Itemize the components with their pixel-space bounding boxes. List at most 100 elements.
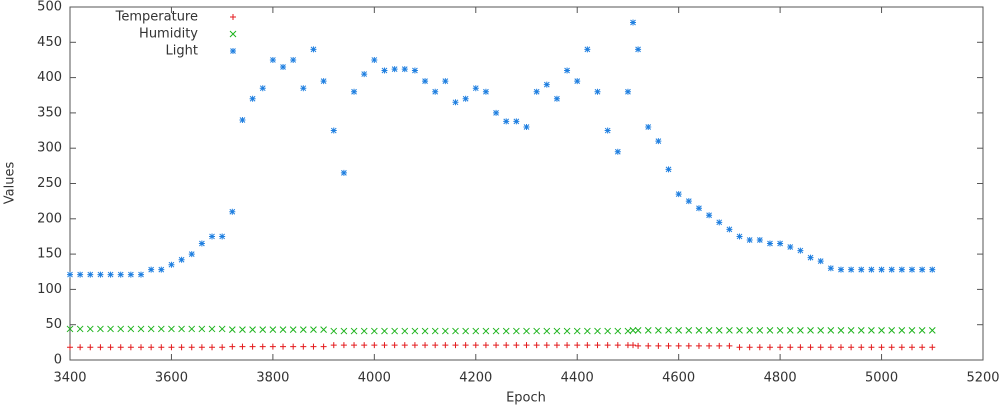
point bbox=[188, 325, 196, 333]
x-tick-label: 5000 bbox=[865, 371, 898, 386]
point bbox=[87, 271, 94, 278]
point bbox=[239, 326, 246, 333]
point bbox=[239, 116, 246, 123]
point bbox=[655, 326, 662, 334]
point bbox=[533, 327, 540, 335]
point bbox=[919, 344, 926, 351]
y-tick-label: 150 bbox=[37, 247, 62, 262]
point bbox=[635, 46, 642, 53]
point bbox=[371, 56, 378, 63]
point bbox=[493, 109, 500, 116]
point bbox=[807, 254, 814, 261]
point bbox=[898, 326, 906, 334]
point bbox=[157, 325, 165, 333]
point bbox=[431, 327, 439, 335]
x-tick-label: 5200 bbox=[966, 371, 999, 386]
point bbox=[837, 344, 844, 351]
point bbox=[543, 342, 550, 349]
point bbox=[432, 342, 439, 349]
point bbox=[482, 88, 489, 95]
point bbox=[280, 343, 287, 350]
point bbox=[351, 342, 358, 349]
point bbox=[493, 342, 500, 349]
point bbox=[66, 325, 74, 333]
point bbox=[665, 326, 672, 334]
point bbox=[705, 326, 713, 334]
point bbox=[340, 327, 348, 335]
point bbox=[279, 326, 287, 333]
point bbox=[878, 266, 885, 273]
point bbox=[249, 95, 256, 102]
point bbox=[452, 99, 459, 106]
point bbox=[503, 342, 510, 349]
point bbox=[624, 88, 631, 95]
point bbox=[776, 326, 784, 334]
point bbox=[726, 226, 733, 233]
point bbox=[289, 326, 297, 333]
point bbox=[198, 325, 206, 333]
point bbox=[837, 266, 844, 273]
point bbox=[655, 342, 662, 349]
point bbox=[158, 266, 165, 273]
point bbox=[584, 342, 591, 349]
point bbox=[685, 326, 693, 334]
point bbox=[675, 342, 682, 349]
point bbox=[401, 342, 408, 349]
point bbox=[168, 261, 175, 268]
point bbox=[219, 344, 226, 351]
y-tick-label: 250 bbox=[37, 176, 62, 191]
point bbox=[777, 240, 784, 247]
point bbox=[310, 46, 317, 53]
x-axis-label: Epoch bbox=[506, 391, 546, 406]
point bbox=[543, 81, 550, 88]
y-tick-label: 50 bbox=[45, 317, 62, 332]
point bbox=[178, 344, 185, 351]
point bbox=[553, 342, 560, 349]
point bbox=[736, 233, 743, 240]
point bbox=[665, 166, 672, 173]
point bbox=[269, 326, 277, 333]
point bbox=[766, 344, 773, 351]
point bbox=[502, 327, 510, 335]
point bbox=[604, 127, 611, 134]
point bbox=[715, 326, 723, 334]
point bbox=[350, 327, 358, 335]
point bbox=[320, 326, 327, 333]
point bbox=[695, 342, 702, 349]
point bbox=[127, 271, 134, 278]
point bbox=[574, 342, 581, 349]
point bbox=[178, 256, 185, 263]
point bbox=[421, 327, 429, 335]
point bbox=[310, 343, 317, 350]
point bbox=[786, 326, 794, 334]
point bbox=[919, 266, 926, 273]
point bbox=[807, 344, 814, 351]
point bbox=[219, 233, 226, 240]
point bbox=[868, 266, 875, 273]
point bbox=[401, 327, 409, 335]
point bbox=[259, 326, 267, 333]
point bbox=[391, 66, 398, 73]
point bbox=[685, 198, 692, 205]
point bbox=[513, 118, 520, 125]
point bbox=[756, 326, 764, 334]
legend-marker bbox=[229, 30, 237, 38]
point bbox=[675, 191, 682, 198]
point bbox=[148, 266, 155, 273]
point bbox=[97, 271, 104, 278]
point bbox=[401, 66, 408, 73]
point bbox=[97, 325, 104, 333]
point bbox=[908, 326, 916, 334]
legend-label: Temperature bbox=[115, 10, 198, 25]
point bbox=[858, 344, 865, 351]
point bbox=[746, 326, 754, 334]
point bbox=[797, 326, 804, 334]
point bbox=[168, 344, 175, 351]
point bbox=[594, 88, 601, 95]
point bbox=[868, 344, 875, 351]
point bbox=[422, 342, 429, 349]
point bbox=[604, 342, 611, 349]
x-tick-label: 3600 bbox=[155, 371, 188, 386]
point bbox=[117, 325, 125, 333]
